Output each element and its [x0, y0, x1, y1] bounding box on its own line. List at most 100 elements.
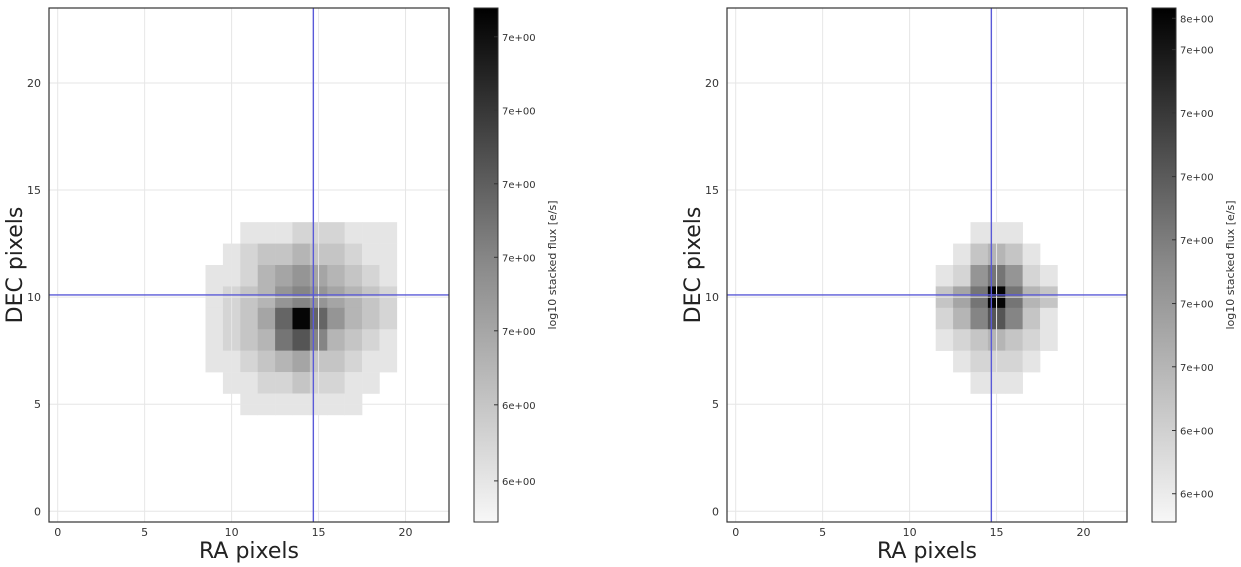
- heatmap-cell: [327, 329, 345, 351]
- x-tick-label: 10: [903, 526, 917, 539]
- x-tick-label: 15: [990, 526, 1004, 539]
- y-tick-label: 10: [705, 291, 719, 304]
- heatmap-cell: [205, 329, 224, 351]
- heatmap-cell: [1022, 265, 1041, 287]
- heatmap-cell: [379, 307, 398, 330]
- heatmap-cell: [327, 222, 345, 244]
- heatmap-cell: [935, 329, 954, 351]
- x-tick-label: 5: [819, 526, 826, 539]
- heatmap-cell: [292, 307, 311, 330]
- x-tick-label: 0: [54, 526, 61, 539]
- y-axis-label: DEC pixels: [681, 207, 706, 324]
- heatmap-cell: [953, 243, 971, 266]
- y-tick-label: 0: [712, 505, 719, 518]
- colorbar-tick-label: 7e+00: [1180, 363, 1214, 374]
- colorbar: [1151, 7, 1177, 523]
- heatmap-cell: [240, 307, 258, 330]
- y-axis-label: DEC pixels: [3, 207, 28, 324]
- heatmap-cell: [1040, 265, 1058, 287]
- heatmap-cell: [240, 265, 258, 287]
- heatmap-cell: [275, 222, 293, 244]
- heatmap-cell: [1005, 307, 1023, 330]
- heatmap-cell: [257, 372, 276, 394]
- heatmap-cell: [292, 243, 311, 266]
- heatmap-cell: [379, 243, 398, 266]
- left-panel: 0 5 10 15 20 0 5 10 15 20 RA pixels DEC pixels 6e+00…: [3, 7, 559, 564]
- heatmap-cell: [257, 243, 276, 266]
- heatmap-cell: [1022, 329, 1041, 351]
- heatmap-cell: [240, 222, 258, 244]
- heatmap-cell: [275, 372, 293, 394]
- heatmap-cell: [344, 222, 363, 244]
- heatmap-cell: [292, 265, 311, 287]
- heatmap-cell: [257, 329, 276, 351]
- axes-frame: [726, 7, 1128, 523]
- heatmap-cell: [1040, 307, 1058, 330]
- heatmap-cell: [970, 307, 989, 330]
- heatmap-cell: [1022, 307, 1041, 330]
- heatmap-cell: [327, 307, 345, 330]
- heatmap-cell: [935, 307, 954, 330]
- heatmap-cell: [970, 329, 989, 351]
- heatmap-cell: [292, 222, 311, 244]
- x-tick-label: 5: [141, 526, 148, 539]
- colorbar-tick-label: 7e+00: [502, 180, 536, 191]
- colorbar: [473, 7, 499, 523]
- heatmap-cell: [240, 350, 258, 373]
- x-tick-label: 20: [1077, 526, 1091, 539]
- x-axis-label: RA pixels: [877, 539, 977, 564]
- axes-frame: [48, 7, 450, 523]
- colorbar-tick-label: 8e+00: [1180, 14, 1214, 25]
- heatmap-cell: [970, 222, 989, 244]
- y-tick-label: 5: [712, 398, 719, 411]
- heatmap-cell: [362, 265, 380, 287]
- heatmap-cell: [1005, 372, 1023, 394]
- heatmap-cell: [257, 350, 276, 373]
- heatmap-cell: [292, 350, 311, 373]
- colorbar-label: log10 stacked flux [e/s]: [1224, 200, 1237, 329]
- heatmap-cell: [953, 307, 971, 330]
- heatmap-cell: [344, 329, 363, 351]
- heatmap-cell: [344, 265, 363, 287]
- heatmap-cell: [362, 350, 380, 373]
- heatmap-cell: [362, 307, 380, 330]
- heatmap-cell: [379, 265, 398, 287]
- x-tick-label: 20: [399, 526, 413, 539]
- heatmap-cell: [257, 307, 276, 330]
- heatmap-cell: [240, 329, 258, 351]
- y-tick-label: 15: [27, 184, 41, 197]
- heatmap-cell: [379, 329, 398, 351]
- heatmap-cell: [1005, 329, 1023, 351]
- colorbar-tick-label: 7e+00: [502, 253, 536, 264]
- heatmap-cell: [1022, 243, 1041, 266]
- x-tick-label: 0: [732, 526, 739, 539]
- heatmap-cell: [953, 329, 971, 351]
- heatmap-cell: [379, 350, 398, 373]
- heatmap-cell: [344, 372, 363, 394]
- y-tick-label: 20: [705, 77, 719, 90]
- x-axis-label: RA pixels: [199, 539, 299, 564]
- heatmap-cell: [1005, 350, 1023, 373]
- heatmap-cell: [292, 329, 311, 351]
- heatmap-cell: [205, 350, 224, 373]
- heatmap-cell: [327, 372, 345, 394]
- heatmap-cell: [1005, 243, 1023, 266]
- y-tick-label: 15: [705, 184, 719, 197]
- heatmap-cell: [205, 307, 224, 330]
- heatmap-cell: [362, 329, 380, 351]
- colorbar-tick-label: 7e+00: [502, 106, 536, 117]
- y-tick-label: 0: [34, 505, 41, 518]
- heatmap-cell: [362, 243, 380, 266]
- heatmap-cell: [240, 243, 258, 266]
- heatmap-cell: [1005, 222, 1023, 244]
- x-tick-label: 15: [312, 526, 326, 539]
- heatmap-cell: [275, 243, 293, 266]
- heatmap-cell: [327, 243, 345, 266]
- heatmap-cell: [1040, 329, 1058, 351]
- heatmap-cell: [240, 372, 258, 394]
- right-panel: 0 5 10 15 20 0 5 10 15 20 RA pixels DEC pixels 6e+00…: [681, 7, 1237, 564]
- heatmap-cell: [344, 350, 363, 373]
- colorbar-tick-label: 7e+00: [502, 33, 536, 44]
- heatmap-cell: [379, 222, 398, 244]
